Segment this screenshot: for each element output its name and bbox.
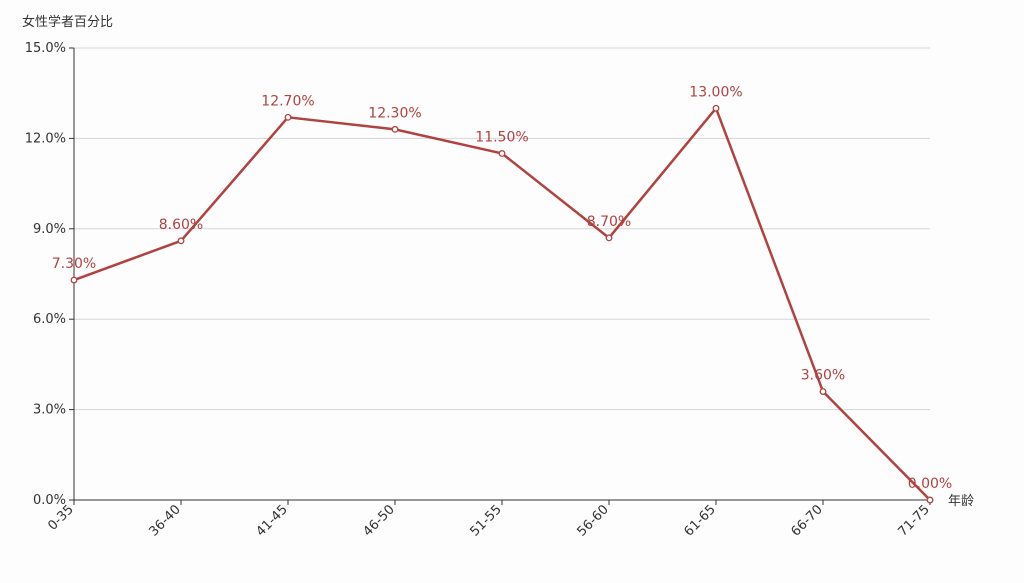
y-axis-title: 女性学者百分比 <box>22 14 113 30</box>
y-tick-label: 9.0% <box>33 222 66 237</box>
data-point <box>819 388 827 395</box>
y-tick-label: 0.0% <box>33 493 66 508</box>
series-line <box>73 107 931 501</box>
x-tick-label: 46-50 <box>361 502 398 539</box>
data-label: 13.00% <box>689 84 742 100</box>
data-label: 3.60% <box>801 368 845 384</box>
x-tick-label: 61-65 <box>682 502 719 539</box>
data-point <box>712 104 720 112</box>
y-tick-layer: 0.0% 3.0% 6.0% 9.0% 12.0% 15.0% <box>25 41 74 508</box>
y-tick-label: 6.0% <box>33 312 66 327</box>
data-label: 12.30% <box>368 105 421 121</box>
data-label: 7.30% <box>52 256 96 272</box>
data-label: 0.00% <box>908 476 952 492</box>
axis-layer: 女性学者百分比 年龄 <box>22 14 974 509</box>
data-point <box>605 234 613 242</box>
x-tick-label: 56-60 <box>575 502 612 539</box>
data-label: 12.70% <box>261 93 314 109</box>
y-tick-label: 3.0% <box>33 403 66 418</box>
y-tick-label: 15.0% <box>25 41 66 56</box>
x-tick-label: 66-70 <box>789 502 826 539</box>
y-tick-label: 12.0% <box>25 131 66 146</box>
x-axis-title: 年龄 <box>948 494 974 509</box>
data-label-layer: 7.30% 8.60% 12.70% 12.30% 11.50% 8.70% 13.00% 3… <box>52 84 952 492</box>
data-point <box>498 150 506 157</box>
data-label: 8.70% <box>587 214 631 230</box>
data-point <box>70 276 78 284</box>
data-point <box>391 125 399 133</box>
data-label: 11.50% <box>475 129 528 145</box>
x-tick-label: 71-75 <box>896 502 933 539</box>
data-point <box>284 113 292 121</box>
series-layer <box>70 104 934 504</box>
x-tick-label: 41-45 <box>254 502 291 539</box>
x-tick-layer: 0-35 36-40 41-45 46-50 51-55 56-60 61-65 66-70 7… <box>45 500 933 540</box>
data-label: 8.60% <box>159 217 203 233</box>
x-tick-label: 36-40 <box>147 502 184 539</box>
x-tick-label: 51-55 <box>468 502 505 539</box>
data-point <box>177 237 185 245</box>
data-point <box>926 496 934 504</box>
grid-layer <box>74 47 930 411</box>
